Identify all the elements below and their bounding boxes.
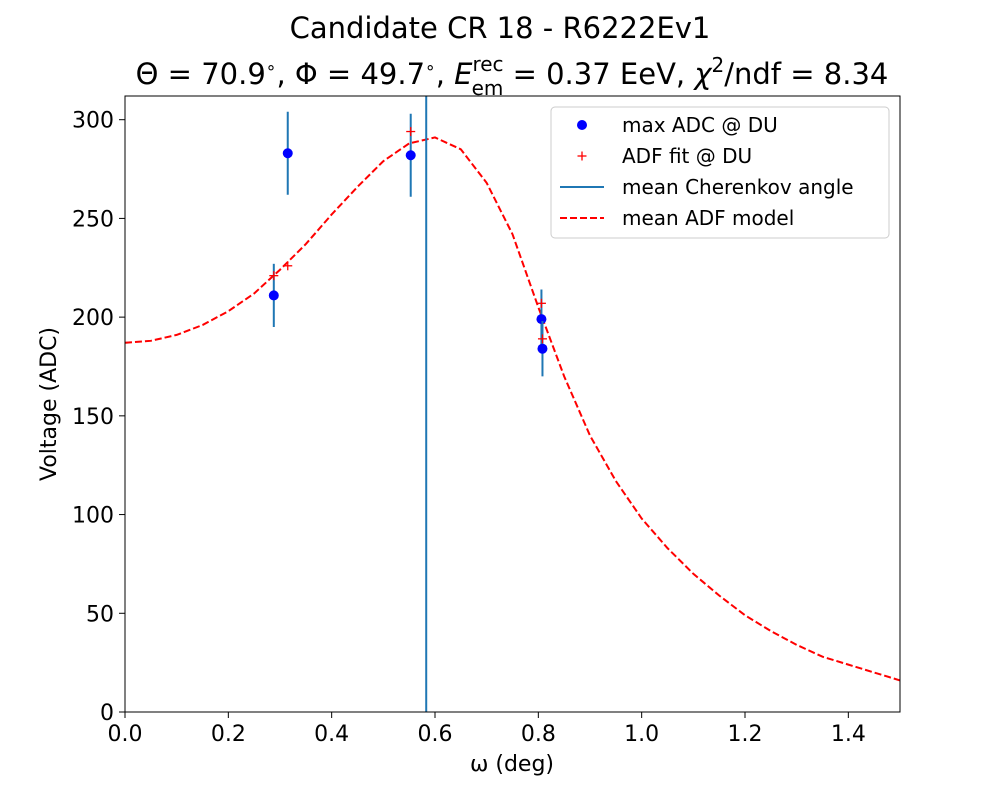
adf-fit-marker	[406, 127, 416, 137]
legend-label: mean Cherenkov angle	[622, 175, 854, 199]
chi-value: 8.34	[824, 57, 889, 91]
legend-label: mean ADF model	[622, 206, 794, 230]
y-tick-label: 0	[100, 701, 114, 726]
phi-value: 49.7	[360, 57, 425, 91]
max-adc-point	[405, 150, 416, 161]
x-tick-label: 0.6	[418, 722, 453, 747]
legend-item: mean ADF model	[560, 206, 794, 230]
chi-symbol: χ	[692, 57, 713, 91]
adf-fit-marker	[283, 261, 293, 271]
phi-symbol: Φ	[295, 57, 318, 91]
chart-title: Candidate CR 18 - R6222Ev1	[290, 11, 711, 45]
y-tick-label: 50	[86, 602, 114, 627]
plot-frame	[124, 95, 901, 713]
x-tick-label: 0.4	[314, 722, 349, 747]
legend-item: mean Cherenkov angle	[560, 175, 854, 199]
y-tick-label: 300	[72, 109, 114, 134]
legend-label: max ADC @ DU	[622, 113, 778, 137]
max-adc-point	[537, 343, 548, 354]
adf-fit-marker	[536, 298, 546, 308]
legend-dot-icon	[577, 120, 587, 130]
adf-model-line	[124, 136, 901, 682]
theta-value: 70.9	[201, 57, 266, 91]
max-adc-point	[536, 314, 547, 325]
energy-superscript: rec	[472, 52, 503, 76]
x-tick-label: 0.2	[211, 722, 246, 747]
legend: max ADC @ DU ADF fit @ DU mean Cherenkov a…	[550, 106, 890, 239]
chart-subtitle: Θ = 70.9∘, Φ = 49.7∘, Erec em = 0.37 EeV,…	[136, 52, 889, 100]
x-tick-label: 0.8	[521, 722, 556, 747]
energy-value: 0.37 EeV	[546, 57, 676, 91]
legend-label: ADF fit @ DU	[622, 144, 752, 168]
y-tick-label: 250	[72, 207, 114, 232]
x-axis-label: ω (deg)	[470, 752, 554, 777]
legend-item: ADF fit @ DU	[577, 144, 752, 168]
legend-plus-icon	[577, 151, 587, 161]
y-tick-label: 200	[72, 306, 114, 331]
y-axis: 0 50 100 150 200 250 300	[72, 109, 125, 726]
y-tick-label: 100	[72, 504, 114, 529]
legend-box	[550, 106, 890, 239]
energy-symbol: E	[454, 57, 473, 91]
x-tick-label: 1.2	[728, 722, 763, 747]
adf-fit-marker	[537, 334, 547, 344]
x-axis: 0.0 0.2 0.4 0.6 0.8 1.0 1.2 1.4	[108, 712, 866, 747]
legend-item: max ADC @ DU	[577, 113, 778, 137]
max-adc-point	[282, 148, 293, 159]
adf-fit-marker	[269, 271, 279, 281]
plot-area	[124, 96, 901, 712]
theta-symbol: Θ	[136, 57, 159, 91]
y-axis-label: Voltage (ADC)	[37, 327, 62, 481]
max-adc-point	[268, 290, 279, 301]
x-tick-label: 1.0	[624, 722, 659, 747]
y-tick-label: 150	[72, 405, 114, 430]
x-tick-label: 1.4	[831, 722, 866, 747]
chi-suffix: /ndf	[724, 57, 782, 91]
x-tick-label: 0.0	[108, 722, 143, 747]
chi-power: 2	[712, 53, 725, 77]
